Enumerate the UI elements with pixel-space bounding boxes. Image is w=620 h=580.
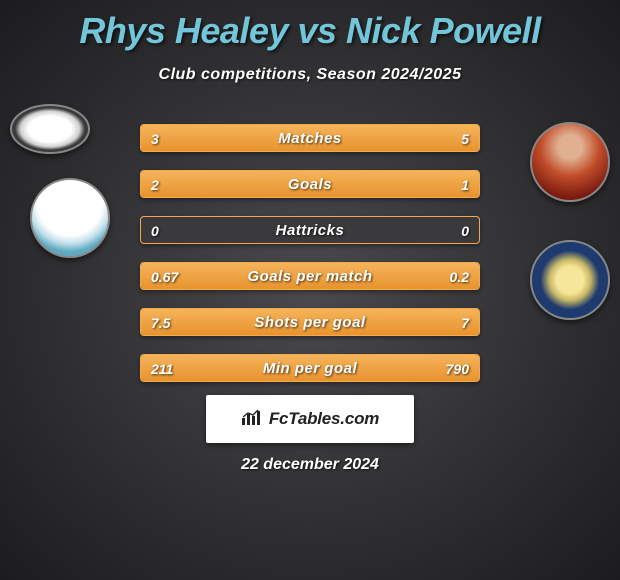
stat-row: 2 Goals 1: [140, 170, 480, 198]
stat-label: Goals per match: [141, 263, 479, 291]
stat-value-right: 0.2: [450, 263, 469, 291]
player-left-club-badge: [30, 178, 110, 258]
subtitle: Club competitions, Season 2024/2025: [0, 66, 620, 84]
stat-label: Matches: [141, 125, 479, 153]
page-title: Rhys Healey vs Nick Powell: [0, 0, 620, 52]
player-right-photo: [530, 122, 610, 202]
brand-box[interactable]: FcTables.com: [206, 395, 414, 443]
stat-value-right: 790: [446, 355, 469, 383]
player-right-club-badge: [530, 240, 610, 320]
stat-row: 0.67 Goals per match 0.2: [140, 262, 480, 290]
stat-row: 211 Min per goal 790: [140, 354, 480, 382]
stat-row: 7.5 Shots per goal 7: [140, 308, 480, 336]
stat-value-right: 7: [461, 309, 469, 337]
stat-value-right: 1: [461, 171, 469, 199]
date-label: 22 december 2024: [0, 456, 620, 474]
brand-label: FcTables.com: [269, 409, 379, 429]
stat-value-right: 5: [461, 125, 469, 153]
stat-label: Min per goal: [141, 355, 479, 383]
stat-label: Hattricks: [141, 217, 479, 245]
stats-bars: 3 Matches 5 2 Goals 1 0 Hattricks 0 0.67…: [140, 124, 480, 400]
stat-label: Shots per goal: [141, 309, 479, 337]
stat-row: 0 Hattricks 0: [140, 216, 480, 244]
stat-label: Goals: [141, 171, 479, 199]
stat-value-right: 0: [461, 217, 469, 245]
stat-row: 3 Matches 5: [140, 124, 480, 152]
player-left-photo: [10, 104, 90, 154]
brand-chart-icon: [241, 408, 263, 431]
